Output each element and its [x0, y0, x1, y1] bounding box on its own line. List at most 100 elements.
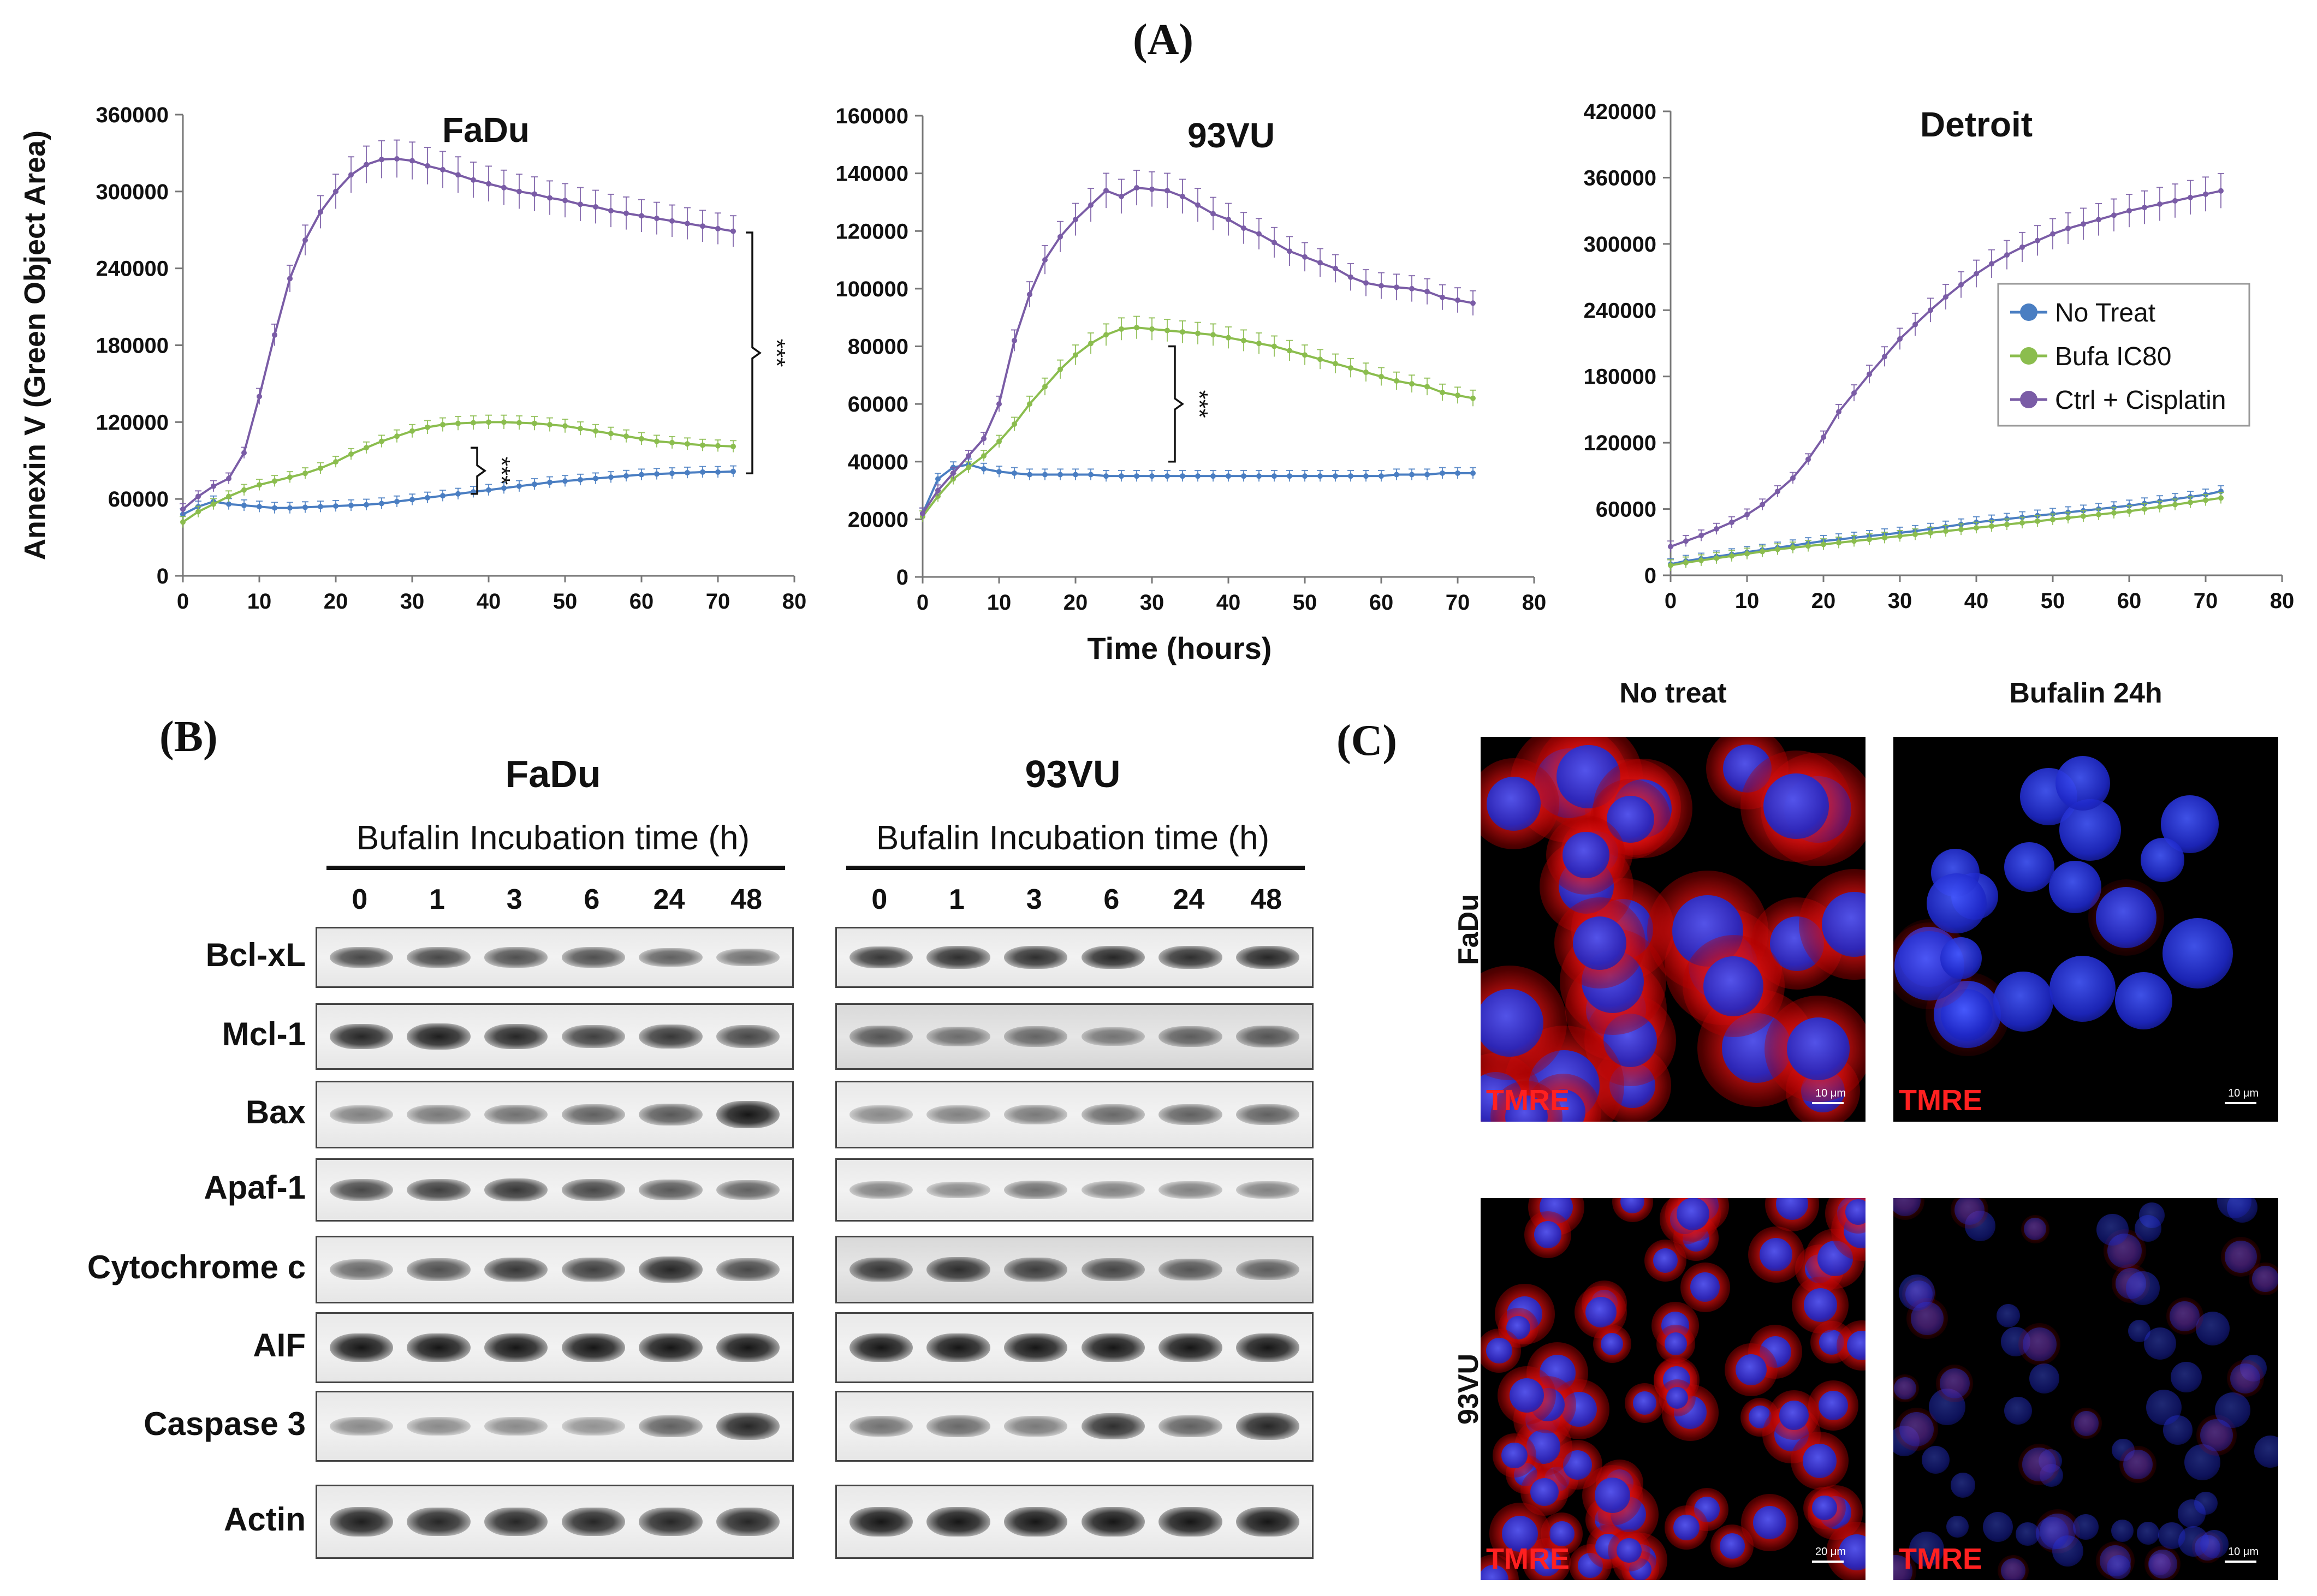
data-point: [241, 450, 247, 456]
data-point: [654, 438, 660, 444]
lane-label: 6: [1103, 884, 1120, 915]
data-point: [1698, 533, 1704, 539]
nucleus: [2052, 1535, 2084, 1567]
blot-band: [926, 1333, 990, 1362]
blot-band: [716, 1180, 780, 1200]
x-tick-label: 40: [1216, 591, 1241, 615]
data-point: [1241, 225, 1246, 231]
data-point: [1805, 456, 1811, 462]
chart-title: Detroit: [1920, 105, 2033, 144]
blot-band: [484, 1104, 548, 1125]
y-tick-label: 40000: [848, 450, 908, 474]
data-point: [1134, 185, 1139, 191]
data-point: [287, 276, 293, 282]
protein-label-caspase-3: Caspase 3: [144, 1406, 306, 1442]
data-point: [1226, 217, 1231, 223]
data-point: [1195, 330, 1201, 336]
nucleus: [2200, 1419, 2233, 1452]
nucleus: [2049, 955, 2116, 1022]
data-point: [1744, 551, 1750, 557]
data-point: [547, 422, 552, 428]
data-point: [1088, 472, 1094, 478]
data-point: [1256, 341, 1262, 347]
data-point: [2004, 252, 2010, 258]
blot-strip-cytochrome-c: [835, 1236, 1314, 1303]
blot-band: [561, 1258, 625, 1282]
blot-band: [1158, 1258, 1222, 1281]
data-point: [1760, 502, 1765, 508]
mito-signal: [1893, 1374, 1920, 1403]
data-point: [1379, 473, 1384, 479]
data-point: [1057, 366, 1063, 372]
data-point: [379, 157, 384, 163]
mito-signal: [2220, 1236, 2261, 1277]
data-point: [409, 158, 415, 164]
blot-band: [716, 1258, 780, 1282]
data-point: [486, 419, 491, 425]
nucleus: [2158, 1522, 2185, 1550]
nucleus: [1563, 832, 1609, 879]
data-point: [226, 501, 231, 507]
data-point: [935, 487, 941, 493]
blot-subtitle: Bufalin Incubation time (h): [356, 819, 750, 857]
blot-band: [1004, 1180, 1068, 1200]
data-point: [1317, 473, 1323, 479]
blot-band: [329, 1259, 393, 1280]
nucleus: [1950, 1473, 1976, 1498]
series-bufa-ic80: [180, 414, 736, 528]
data-point: [1668, 562, 1673, 568]
nucleus: [1802, 1443, 1837, 1478]
legend-entry: Ctrl + Cisplatin: [2055, 386, 2226, 415]
data-point: [2050, 231, 2055, 237]
column-header-no-treat: No treat: [1619, 677, 1727, 709]
blot-band: [1236, 1259, 1300, 1281]
series-ctrl-cisplatin: [919, 169, 1476, 519]
data-point: [669, 218, 675, 224]
data-point: [1180, 329, 1185, 335]
data-point: [1424, 289, 1430, 295]
mito-signal: [2103, 1229, 2146, 1272]
data-point: [1409, 472, 1415, 478]
data-point: [996, 469, 1002, 475]
legend-marker: [2020, 391, 2037, 408]
data-point: [981, 453, 987, 459]
data-point: [547, 479, 552, 485]
data-point: [440, 493, 445, 499]
nucleus: [2112, 1438, 2135, 1462]
blot-band: [484, 1333, 548, 1362]
data-point: [1836, 409, 1841, 415]
blot-strip-caspase-3: [316, 1391, 794, 1462]
data-point: [685, 441, 690, 447]
stain-label: TMRE: [1486, 1084, 1570, 1117]
nucleus: [2143, 1327, 2176, 1360]
data-point: [501, 485, 507, 491]
data-point: [1363, 473, 1369, 479]
data-point: [1470, 395, 1476, 401]
blot-band: [329, 946, 393, 968]
mito-signal: [2035, 1509, 2081, 1554]
blot-band: [716, 1413, 780, 1440]
data-point: [1714, 555, 1719, 561]
data-point: [920, 510, 925, 516]
data-point: [2050, 516, 2055, 522]
chart-93vu: 0 20000 40000 60000 80000 100000 120000 140000 1…: [836, 104, 1547, 665]
data-point: [562, 478, 568, 484]
data-point: [318, 465, 323, 471]
data-point: [2203, 191, 2208, 197]
nucleus: [2123, 1449, 2153, 1480]
stain-label: TMRE: [1899, 1084, 1982, 1117]
significance-label: ***: [763, 339, 790, 367]
data-point: [1805, 543, 1811, 549]
data-point: [501, 184, 507, 190]
data-point: [287, 474, 293, 480]
x-tick-label: 0: [177, 589, 189, 614]
blot-strip-actin: [316, 1485, 794, 1559]
y-axis-label: Annexin V (Green Object Area): [19, 130, 51, 560]
y-tick-label: 0: [1644, 564, 1656, 588]
data-point: [440, 422, 445, 428]
nucleus: [2184, 1444, 2220, 1480]
data-point: [2142, 506, 2147, 512]
lane-label: 24: [653, 884, 685, 915]
data-point: [1272, 343, 1277, 349]
mito-signal: [2196, 1415, 2237, 1456]
